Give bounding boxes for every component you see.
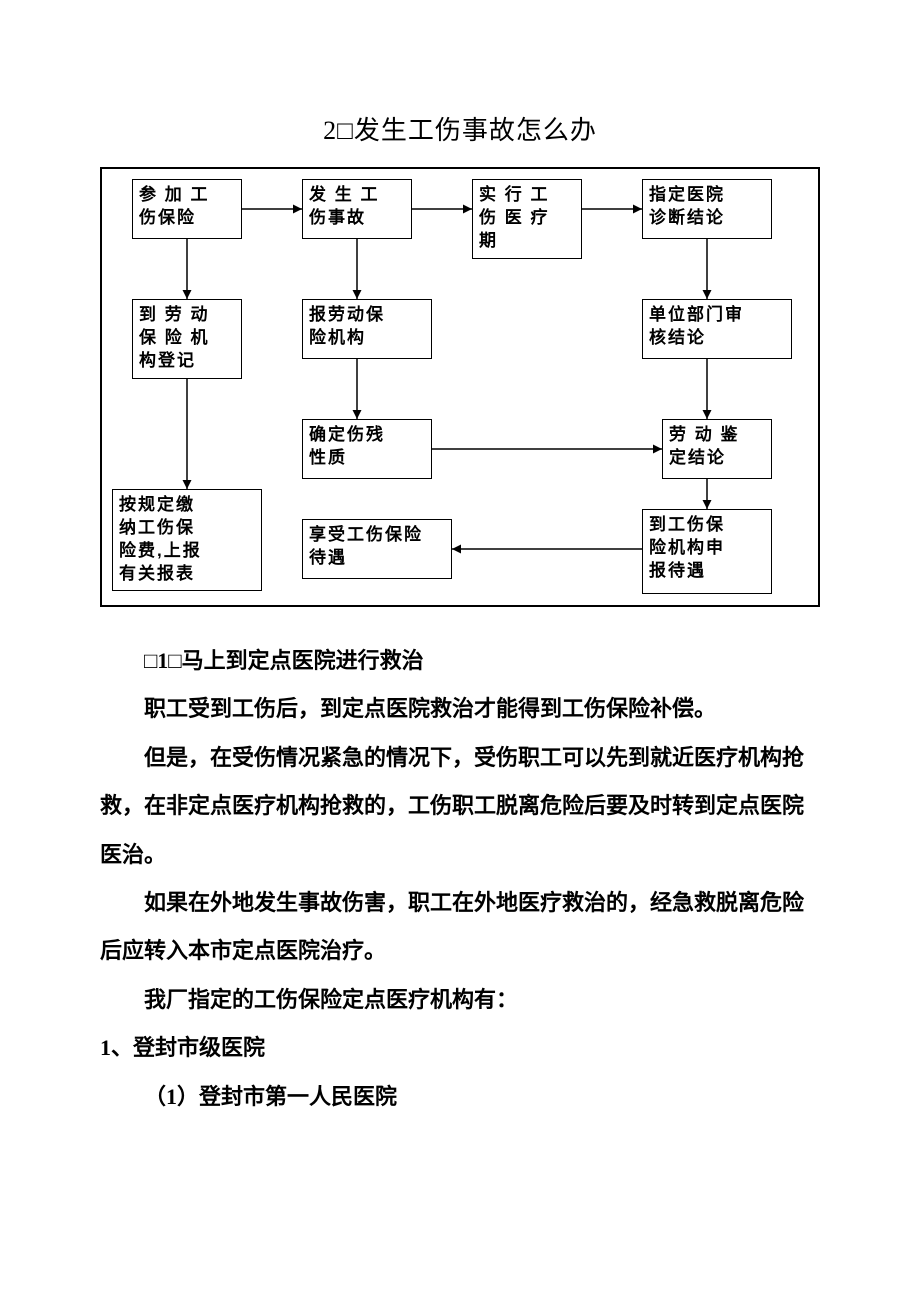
- flowchart-node-n3: 实 行 工伤 医 疗期: [472, 179, 582, 259]
- flowchart-node-n7: 单位部门审核结论: [642, 299, 792, 359]
- flowchart-node-n2: 发 生 工伤事故: [302, 179, 412, 239]
- flowchart-node-n5: 到 劳 动保 险 机构登记: [132, 299, 242, 379]
- list-item-1: 1、登封市级医院: [100, 1024, 820, 1072]
- list-item-1-1: （1）登封市第一人民医院: [100, 1073, 820, 1121]
- flowchart-node-n10: 按规定缴纳工伤保险费,上报有关报表: [112, 489, 262, 591]
- flowchart-node-n6: 报劳动保险机构: [302, 299, 432, 359]
- flowchart-node-n12: 到工伤保险机构申报待遇: [642, 509, 772, 594]
- paragraph-1: 职工受到工伤后，到定点医院救治才能得到工伤保险补偿。: [100, 685, 820, 733]
- flowchart-node-n11: 享受工伤保险待遇: [302, 519, 452, 579]
- paragraph-4: 我厂指定的工伤保险定点医疗机构有：: [100, 976, 820, 1024]
- page-title: 2□发生工伤事故怎么办: [100, 110, 820, 147]
- flowchart-container: 参 加 工伤保险发 生 工伤事故实 行 工伤 医 疗期指定医院诊断结论到 劳 动…: [100, 167, 820, 607]
- flowchart-node-n4: 指定医院诊断结论: [642, 179, 772, 239]
- section-heading-1: □1□马上到定点医院进行救治: [100, 637, 820, 685]
- paragraph-3: 如果在外地发生事故伤害，职工在外地医疗救治的，经急救脱离危险后应转入本市定点医院…: [100, 879, 820, 976]
- flowchart-node-n1: 参 加 工伤保险: [132, 179, 242, 239]
- flowchart-node-n8: 确定伤残性质: [302, 419, 432, 479]
- paragraph-2: 但是，在受伤情况紧急的情况下，受伤职工可以先到就近医疗机构抢救，在非定点医疗机构…: [100, 734, 820, 879]
- flowchart-node-n9: 劳 动 鉴定结论: [662, 419, 772, 479]
